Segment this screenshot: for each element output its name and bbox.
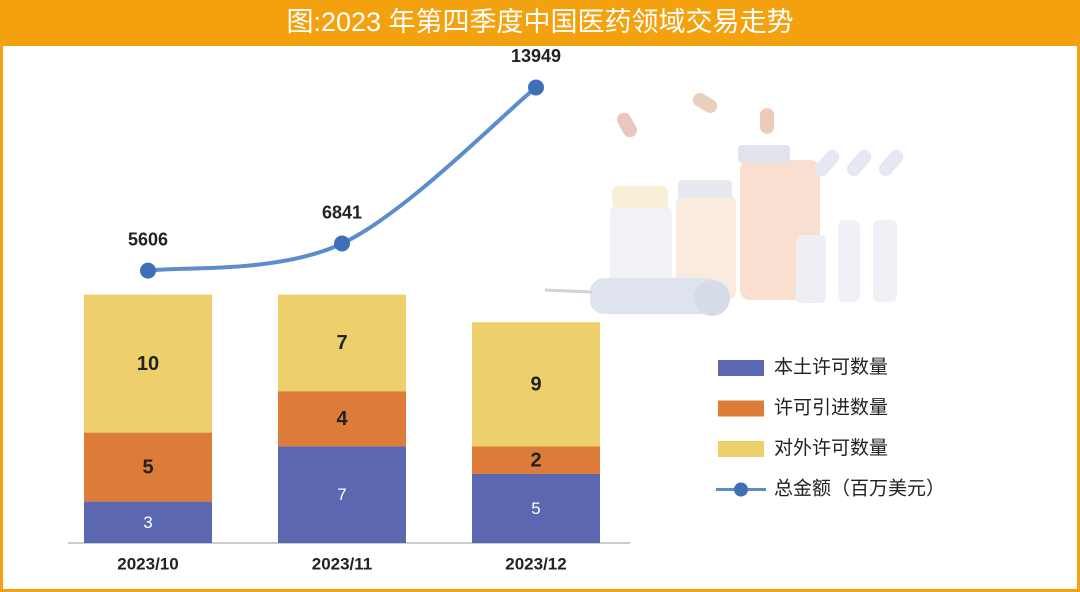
data-label: 7 bbox=[336, 332, 347, 354]
data-label: 7 bbox=[337, 485, 346, 504]
legend-label: 对外许可数量 bbox=[774, 437, 888, 459]
legend-label: 许可引进数量 bbox=[774, 397, 888, 419]
bar-segment bbox=[472, 474, 600, 543]
bar-segment bbox=[84, 501, 212, 543]
data-label: 5 bbox=[531, 499, 540, 518]
legend-swatch bbox=[718, 360, 764, 376]
illustration bbox=[544, 93, 904, 316]
header-bar bbox=[0, 0, 1080, 46]
line-point bbox=[528, 79, 544, 96]
legend-label: 本土许可数量 bbox=[774, 356, 888, 378]
legend-marker bbox=[734, 482, 748, 497]
data-label: 5606 bbox=[128, 229, 168, 249]
bar-segment bbox=[472, 446, 600, 474]
chart-title: 图:2023 年第四季度中国医药领域交易走势 bbox=[286, 7, 793, 37]
bar-segment bbox=[278, 294, 406, 392]
data-label: 4 bbox=[336, 408, 348, 430]
legend-swatch bbox=[718, 441, 764, 457]
line-point bbox=[334, 235, 350, 252]
data-label: 13949 bbox=[511, 46, 561, 66]
bar-segment bbox=[84, 294, 212, 433]
data-label: 2 bbox=[530, 449, 541, 471]
bar-segment bbox=[472, 322, 600, 447]
data-label: 5 bbox=[142, 456, 153, 478]
legend-swatch bbox=[718, 400, 764, 417]
line-point bbox=[140, 262, 156, 279]
x-tick-label: 2023/12 bbox=[505, 554, 566, 573]
legend-label: 总金额（百万美元） bbox=[774, 478, 945, 500]
x-tick-label: 2023/11 bbox=[312, 554, 373, 573]
bar-segment bbox=[84, 432, 212, 502]
x-tick-label: 2023/10 bbox=[117, 554, 178, 573]
bar-segment bbox=[278, 446, 406, 543]
data-label: 6841 bbox=[322, 202, 362, 222]
bar-segment bbox=[278, 391, 406, 447]
data-label: 9 bbox=[530, 374, 541, 396]
data-label: 3 bbox=[143, 513, 152, 532]
data-label: 10 bbox=[137, 353, 159, 375]
